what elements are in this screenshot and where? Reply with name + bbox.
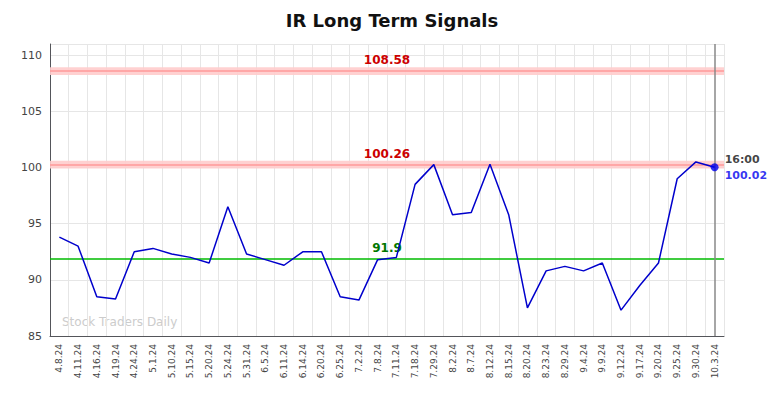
svg-text:4.16.24: 4.16.24 (92, 344, 102, 379)
svg-text:5.20.24: 5.20.24 (204, 344, 214, 379)
svg-text:6.14.24: 6.14.24 (298, 344, 308, 379)
svg-text:16:00: 16:00 (725, 153, 760, 166)
svg-text:9.25.24: 9.25.24 (672, 344, 682, 379)
svg-text:7.29.24: 7.29.24 (429, 344, 439, 379)
svg-text:7.18.24: 7.18.24 (410, 344, 420, 379)
svg-text:4.19.24: 4.19.24 (111, 344, 121, 379)
svg-text:4.24.24: 4.24.24 (129, 344, 139, 379)
svg-text:8.12.24: 8.12.24 (485, 344, 495, 379)
svg-text:9.4.24: 9.4.24 (579, 344, 589, 373)
svg-text:4.8.24: 4.8.24 (54, 344, 64, 373)
svg-text:8.15.24: 8.15.24 (504, 344, 514, 379)
svg-text:100: 100 (21, 161, 42, 174)
svg-text:6.5.24: 6.5.24 (260, 344, 270, 373)
svg-text:91.9: 91.9 (372, 240, 402, 255)
svg-text:6.25.24: 6.25.24 (335, 344, 345, 379)
svg-text:7.8.24: 7.8.24 (373, 344, 383, 373)
svg-text:7.2.24: 7.2.24 (354, 344, 364, 373)
svg-text:9.20.24: 9.20.24 (653, 344, 663, 379)
svg-text:100.26: 100.26 (364, 147, 410, 161)
svg-text:8.7.24: 8.7.24 (466, 344, 476, 373)
svg-text:9.30.24: 9.30.24 (691, 344, 701, 379)
svg-text:5.24.24: 5.24.24 (223, 344, 233, 379)
svg-text:7.11.24: 7.11.24 (391, 344, 401, 379)
svg-text:5.10.24: 5.10.24 (167, 344, 177, 379)
svg-text:9.9.24: 9.9.24 (597, 344, 607, 373)
svg-text:8.29.24: 8.29.24 (560, 344, 570, 379)
svg-text:6.20.24: 6.20.24 (316, 344, 326, 379)
svg-text:95: 95 (28, 217, 42, 230)
svg-text:9.12.24: 9.12.24 (616, 344, 626, 379)
svg-text:8.2.24: 8.2.24 (448, 344, 458, 373)
svg-text:110: 110 (21, 49, 42, 62)
svg-text:8.23.24: 8.23.24 (541, 344, 551, 379)
svg-text:5.15.24: 5.15.24 (185, 344, 195, 379)
svg-text:90: 90 (28, 273, 42, 286)
svg-text:9.17.24: 9.17.24 (635, 344, 645, 379)
svg-text:Stock Traders Daily: Stock Traders Daily (62, 315, 177, 329)
svg-text:5.1.24: 5.1.24 (148, 344, 158, 373)
svg-text:IR Long Term Signals: IR Long Term Signals (286, 10, 498, 31)
svg-text:105: 105 (21, 105, 42, 118)
svg-text:100.02: 100.02 (725, 169, 767, 182)
svg-text:10.3.24: 10.3.24 (710, 344, 720, 379)
svg-text:108.58: 108.58 (364, 53, 410, 67)
svg-text:6.11.24: 6.11.24 (279, 344, 289, 379)
svg-text:85: 85 (28, 330, 42, 343)
svg-text:5.31.24: 5.31.24 (242, 344, 252, 379)
svg-text:4.11.24: 4.11.24 (73, 344, 83, 379)
svg-text:8.20.24: 8.20.24 (522, 344, 532, 379)
